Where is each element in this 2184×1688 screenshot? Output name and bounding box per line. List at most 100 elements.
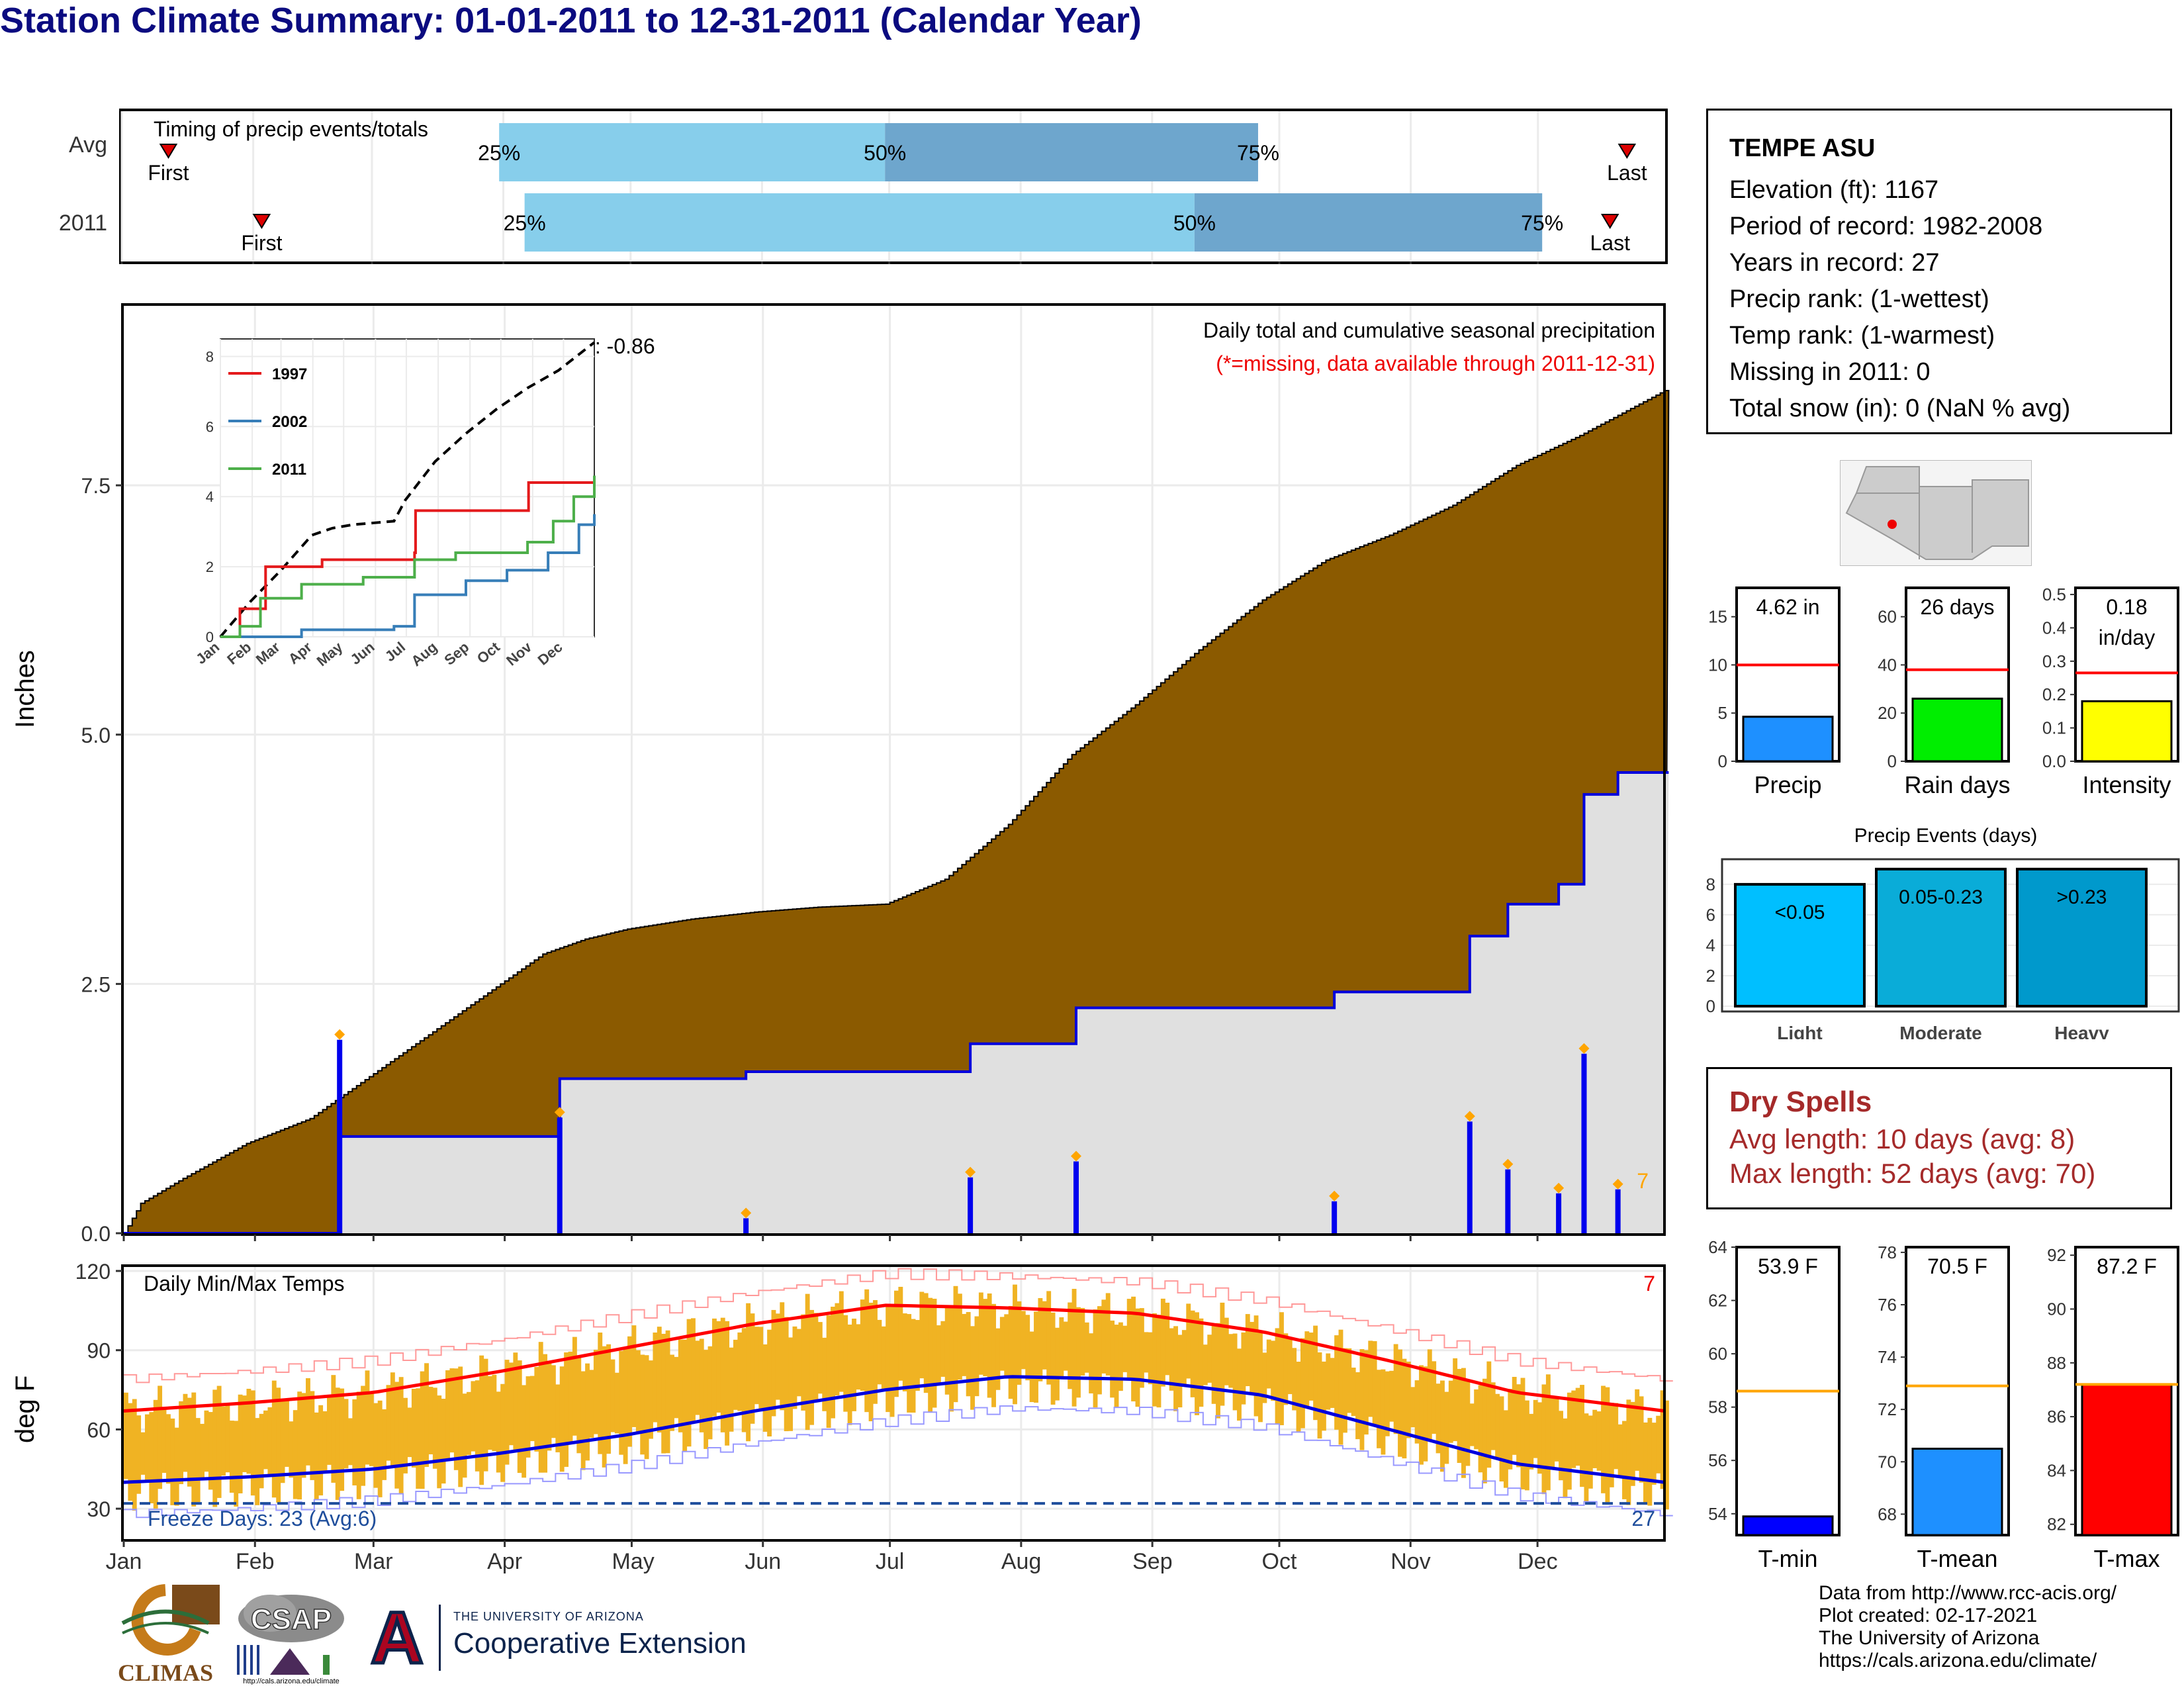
temp-daily-bar [1398, 1349, 1402, 1457]
precip-axis-label: Precip [1754, 771, 1821, 798]
temp-daily-bar [1465, 1380, 1471, 1466]
climas-logo[interactable]: CLIMAS [109, 1583, 222, 1686]
timing-year-p25-label: 25% [504, 211, 546, 235]
temp-daily-bar [978, 1292, 983, 1375]
temp-daily-bar [1651, 1423, 1657, 1485]
temp-daily-bar [1169, 1328, 1174, 1391]
temp-daily-bar [271, 1380, 277, 1498]
temp-daily-bar [445, 1370, 450, 1461]
intensity-value-label-2: in/day [2099, 626, 2155, 649]
temp-daily-bar [1042, 1301, 1047, 1370]
temp-daily-bar [940, 1321, 946, 1377]
temp-daily-bar [331, 1375, 336, 1483]
inset-ytick-label: 2 [206, 559, 214, 575]
temp-daily-bar [504, 1360, 510, 1465]
precip-ytick-label: 5 [1718, 703, 1727, 723]
dry-spells-title: Dry Spells [1729, 1086, 1872, 1118]
dry-spells-max: Max length: 52 days (avg: 70) [1729, 1158, 2096, 1189]
temp-daily-bar [1635, 1389, 1640, 1471]
temp-daily-bar [149, 1412, 154, 1503]
temp-count-bottom: 27 [1631, 1507, 1655, 1530]
temp-daily-bar [191, 1392, 197, 1507]
t-mean-axis-label: T-mean [1917, 1545, 1997, 1572]
temp-daily-bar [1559, 1411, 1563, 1481]
temp-daily-bar [953, 1286, 958, 1403]
csap-logo[interactable]: CSAP http://cals.arizona.edu/climate [230, 1592, 349, 1685]
timing-year-first-label: First [241, 231, 282, 255]
temp-daily-bar [1334, 1335, 1340, 1430]
temp-daily-bar [572, 1336, 577, 1436]
inset-line-2002 [220, 514, 596, 638]
t-mean-ytick-label: 70 [1878, 1452, 1897, 1472]
events-label-light: Light [1777, 1023, 1822, 1039]
csap-wordmark: CSAP [251, 1603, 332, 1636]
timing-avg-last-label: Last [1607, 161, 1647, 185]
temp-daily-bar [619, 1350, 624, 1455]
timing-bar-year-50-75 [1194, 193, 1543, 252]
temp-record-min-line [124, 1405, 1673, 1519]
station-elevation: Elevation (ft): 1167 [1729, 176, 1939, 204]
temp-daily-bar [831, 1306, 835, 1419]
temp-daily-bar [1110, 1320, 1115, 1398]
temp-daily-bar [263, 1410, 268, 1470]
temp-daily-bar [614, 1372, 619, 1434]
temp-daily-bar [340, 1388, 345, 1491]
csap-url: http://cals.arizona.edu/climate [243, 1677, 340, 1685]
temp-daily-bar [403, 1397, 408, 1474]
precip-daily-bar [968, 1177, 974, 1233]
temp-daily-bar [1160, 1298, 1165, 1387]
temp-daily-bar [784, 1317, 789, 1432]
temp-daily-bar [1321, 1361, 1326, 1431]
temp-daily-bar [441, 1399, 446, 1484]
temp-daily-bar [1609, 1403, 1614, 1487]
temp-daily-bar [682, 1339, 688, 1452]
temp-daily-bar [1046, 1291, 1052, 1385]
temp-daily-bar [1313, 1325, 1318, 1421]
temp-daily-bar [746, 1303, 751, 1442]
temp-daily-bar [919, 1291, 925, 1379]
temp-daily-bar [1199, 1318, 1204, 1407]
temp-daily-bar [310, 1391, 315, 1480]
temp-daily-bar [1131, 1296, 1136, 1402]
freeze-days-label: Freeze Days: 23 (Avg:6) [148, 1507, 377, 1530]
temp-daily-bar [1545, 1374, 1551, 1491]
inset-frame [220, 338, 595, 637]
temp-daily-bar [835, 1303, 840, 1396]
intensity-value-label: 0.18 [2106, 595, 2147, 619]
temp-ytick-label: 90 [87, 1339, 111, 1363]
temp-daily-bar [382, 1409, 387, 1480]
timing-plot: Timing of precip events/totals 25% 50% 75% F… [119, 109, 1668, 264]
temp-daily-bar [631, 1325, 637, 1427]
temp-daily-bar [999, 1317, 1005, 1371]
intensity-bar [2081, 700, 2173, 763]
temp-daily-bar [1059, 1317, 1064, 1378]
temp-daily-bar [711, 1318, 717, 1417]
temp-daily-bar [991, 1303, 996, 1407]
precip-daily-marker [965, 1166, 976, 1178]
temp-daily-bar [1296, 1362, 1301, 1432]
temp-daily-bar [1181, 1330, 1187, 1386]
temp-daily-bar [369, 1392, 374, 1466]
temp-daily-bar [314, 1412, 319, 1500]
temp-daily-bar [361, 1385, 366, 1486]
footer-data-source: Data from http://www.rcc-acis.org/ [1819, 1582, 2117, 1604]
temp-daily-bar [775, 1313, 780, 1400]
events-bar-light [1734, 882, 1866, 1008]
temp-record-max-line [124, 1268, 1673, 1383]
temp-daily-bar [293, 1410, 298, 1499]
events-frame [1721, 858, 2180, 1013]
precip-daily-bar [557, 1117, 563, 1233]
temp-daily-bar [1232, 1333, 1238, 1411]
temp-daily-bar [538, 1342, 543, 1473]
temp-daily-bar [894, 1290, 899, 1397]
temp-daily-bar [1101, 1299, 1107, 1374]
precip-ytick-label: 2.5 [81, 972, 111, 996]
rain-days-ytick-label: 40 [1878, 655, 1897, 675]
t-max-ytick-label: 92 [2047, 1245, 2066, 1265]
temp-daily-bar [593, 1350, 598, 1434]
temp-daily-bar [1139, 1308, 1144, 1388]
temp-daily-bar [1063, 1321, 1068, 1371]
temp-daily-bar [1389, 1370, 1394, 1422]
ua-cooperative-extension-logo[interactable]: A THE UNIVERSITY OF ARIZONA Cooperative … [361, 1596, 747, 1681]
temp-daily-bar [165, 1414, 171, 1484]
